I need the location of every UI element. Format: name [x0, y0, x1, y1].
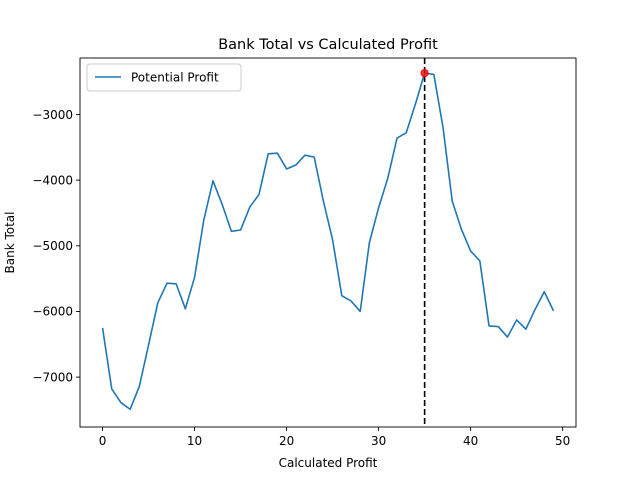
x-tick-label: 10	[187, 434, 202, 448]
legend-box	[86, 63, 242, 92]
y-axis-label: Bank Total	[3, 212, 17, 274]
marks-layer	[101, 58, 555, 427]
plot-area	[80, 58, 576, 427]
max-point-marker	[420, 69, 429, 78]
x-tick-label: 50	[555, 434, 570, 448]
legend: Potential Profit	[86, 63, 242, 92]
plot-frame	[79, 57, 577, 428]
x-axis-label: Calculated Profit	[279, 456, 378, 470]
y-tick-label: −6000	[32, 305, 73, 319]
x-tick-label: 0	[99, 434, 107, 448]
y-tick-label: −5000	[32, 239, 73, 253]
ticks-layer: 0 10 20 30 40 50 −7000 −6000 −5000 −4000 −3000	[32, 108, 570, 448]
x-tick-label: 30	[371, 434, 386, 448]
x-tick-label: 20	[279, 434, 294, 448]
y-tick-label: −3000	[32, 108, 73, 122]
series-line-0	[101, 72, 555, 411]
y-tick-label: −4000	[32, 173, 73, 187]
chart-title: Bank Total vs Calculated Profit	[218, 37, 438, 53]
x-tick-label: 40	[463, 434, 478, 448]
y-tick-label: −7000	[32, 370, 73, 384]
legend-label: Potential Profit	[131, 71, 219, 85]
